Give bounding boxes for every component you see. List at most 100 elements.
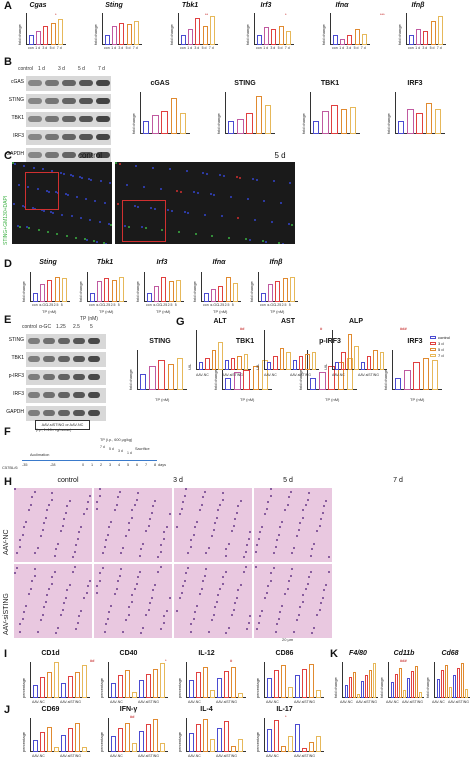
cell-nucleus	[269, 579, 272, 582]
cell-nucleus	[74, 627, 77, 630]
inset-box	[122, 200, 166, 242]
cell-nucleus	[313, 626, 316, 629]
chart-bar	[295, 723, 300, 752]
blot-band	[96, 134, 110, 140]
chart-bar	[238, 739, 243, 752]
cell-nucleus	[322, 589, 325, 592]
nucleus-dot	[168, 168, 171, 171]
chart-bar	[210, 739, 215, 752]
legend-swatch	[430, 336, 436, 340]
blot-band	[58, 374, 70, 380]
nucleus-dot	[153, 208, 156, 211]
cell-nucleus	[248, 530, 251, 533]
cell-nucleus	[302, 509, 305, 512]
cell-nucleus	[77, 615, 80, 618]
panel-label: G	[176, 316, 185, 328]
cell-nucleus	[195, 521, 198, 524]
chart-bar	[204, 293, 210, 302]
blot-band	[62, 80, 76, 86]
cell-nucleus	[28, 508, 31, 511]
nucleus-dot	[287, 222, 290, 225]
y-axis-label: fold change	[249, 281, 254, 302]
blot-band	[73, 374, 85, 380]
cell-nucleus	[248, 615, 251, 618]
nucleus-dot	[71, 174, 74, 177]
group-label: AAV-siSTING	[216, 700, 237, 704]
chart-bar	[373, 350, 378, 370]
cell-nucleus	[127, 529, 130, 532]
cell-nucleus	[302, 593, 305, 596]
cell-nucleus	[60, 614, 63, 617]
chart-bar	[196, 724, 201, 752]
cell-nucleus	[45, 601, 48, 603]
tp-header: TP (nM)	[80, 316, 98, 322]
cell-nucleus	[289, 575, 292, 578]
chart-bar	[50, 22, 56, 45]
panel-label: A	[4, 0, 12, 12]
nucleus-dot	[50, 210, 53, 213]
cell-nucleus	[307, 491, 310, 494]
nucleus-dot	[272, 180, 275, 183]
cell-nucleus	[77, 530, 80, 533]
group-label: AAV-siSTING	[356, 700, 377, 704]
x-unit: TP (nM)	[155, 397, 170, 402]
x-tick-label: 7 d	[208, 46, 214, 50]
significance-mark: *	[165, 658, 167, 663]
nucleus-dot	[36, 187, 39, 190]
chart-bar	[232, 282, 238, 302]
cell-nucleus	[74, 550, 77, 553]
x-tick-label: 3 d	[118, 46, 124, 50]
legend-label: control	[438, 335, 451, 340]
nucleus-dot	[22, 205, 25, 208]
nucleus-dot	[37, 229, 40, 232]
chart-bar	[289, 276, 295, 302]
chart-bar	[288, 687, 293, 698]
nucleus-dot	[248, 239, 251, 242]
cell-nucleus	[269, 495, 272, 498]
cell-nucleus	[198, 508, 201, 511]
chart-bar	[268, 284, 274, 302]
cell-nucleus	[139, 555, 142, 558]
chart-bar	[40, 677, 45, 698]
cell-nucleus	[225, 547, 228, 550]
chart-bar	[347, 35, 353, 45]
cell-nucleus	[145, 530, 148, 533]
chart-axis	[434, 662, 470, 698]
cell-nucleus	[227, 626, 230, 629]
cell-nucleus	[53, 570, 56, 573]
cell-nucleus	[108, 526, 111, 529]
graph-title: IL-12	[198, 650, 215, 657]
chart-bar	[361, 33, 367, 45]
group-label: AAV-siSTING	[294, 700, 315, 704]
x-tick-label: 3 d	[42, 46, 48, 50]
nucleus-dot	[28, 227, 31, 230]
chart-bar	[404, 370, 411, 390]
cell-nucleus	[237, 505, 240, 508]
cell-nucleus	[299, 606, 302, 609]
chart-bar	[285, 30, 291, 45]
y-axis-label: fold change	[425, 677, 430, 698]
cell-nucleus	[230, 530, 233, 533]
histology-image	[174, 488, 252, 562]
cell-nucleus	[322, 505, 325, 508]
x-tick-label: α-GC	[267, 303, 276, 307]
chart-bar	[33, 293, 39, 302]
chart-bar	[203, 667, 208, 698]
panel-label: I	[4, 648, 8, 660]
blot-band	[79, 80, 93, 86]
chart-bar	[43, 25, 49, 45]
x-unit: TP (nM)	[240, 397, 255, 402]
graph-title: CD69	[41, 706, 60, 713]
cell-nucleus	[310, 632, 313, 635]
significance-mark: **	[205, 12, 209, 17]
y-axis-label: fold change	[321, 24, 326, 45]
cell-nucleus	[244, 550, 247, 553]
timepoint-mark: 7 d	[100, 445, 105, 449]
graph-title: CD1d	[41, 650, 60, 657]
chart-bar	[353, 671, 356, 698]
chart-bar	[282, 278, 288, 302]
lane-label: 5 d	[78, 66, 85, 72]
graph-title: ALT	[213, 318, 227, 325]
nucleus-dot	[124, 224, 127, 227]
group-label: AAV-siSTING	[290, 373, 311, 377]
